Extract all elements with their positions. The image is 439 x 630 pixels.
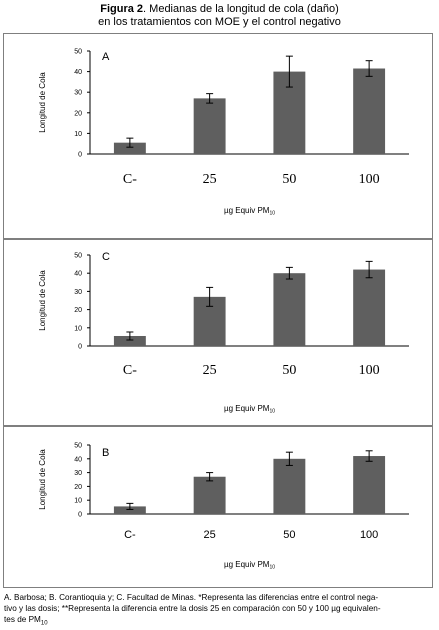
- figure-title-rest: . Medianas de la longitud de cola (daño): [143, 3, 339, 15]
- bar: [113, 506, 146, 514]
- caption-line-3: tes de PM10: [4, 614, 436, 630]
- x-axis-label: µg Equiv PM10: [224, 404, 275, 415]
- x-category-label: C-: [123, 363, 137, 378]
- x-category-label: 100: [359, 363, 380, 378]
- x-axis-label-text: µg Equiv PM: [224, 404, 270, 413]
- x-category-label: 25: [203, 172, 217, 187]
- bar: [353, 269, 386, 346]
- y-axis-label: Longitud de Cola: [38, 449, 47, 510]
- figure-title-bold: Figura 2: [100, 3, 144, 15]
- x-category-label: C-: [123, 172, 137, 187]
- y-tick-label: 50: [74, 253, 82, 260]
- y-tick-label: 20: [74, 307, 82, 314]
- chart-b-svg: 0 10 20 30 40 50 Longitud de Cola C- 25 50 100 Bµg …: [38, 443, 409, 571]
- x-category-label: 50: [283, 529, 295, 541]
- y-tick-label: 40: [74, 456, 82, 463]
- y-tick-label: 30: [74, 470, 82, 477]
- figure-caption: A. Barbosa; B. Corantioquia y; C. Facult…: [4, 592, 436, 630]
- y-tick-label: 10: [74, 131, 82, 138]
- x-axis-label-sub: 10: [269, 565, 275, 571]
- caption-line-3-text: tes de PM: [4, 615, 41, 624]
- y-tick-label: 10: [74, 498, 82, 505]
- figure-title-line2: en los tratamientos con MOE y el control…: [98, 16, 341, 28]
- y-tick-label: 10: [74, 325, 82, 332]
- caption-line-1: A. Barbosa; B. Corantioquia y; C. Facult…: [4, 593, 379, 602]
- y-tick-label: 0: [78, 344, 82, 351]
- y-tick-label: 40: [74, 271, 82, 278]
- y-axis-label: Longitud de Cola: [38, 270, 47, 331]
- y-tick-label: 20: [74, 110, 82, 117]
- figure-title: Figura 2. Medianas de la longitud de col…: [0, 3, 439, 29]
- y-tick-label: 30: [74, 90, 82, 97]
- x-axis-label-text: µg Equiv PM: [224, 206, 270, 215]
- x-category-label: 100: [359, 172, 380, 187]
- y-tick-label: 50: [74, 443, 82, 450]
- x-category-label: 100: [360, 529, 378, 541]
- caption-line-2: tivo y las dosis; **Representa la difere…: [4, 604, 381, 613]
- bar: [113, 335, 146, 346]
- panel-label: A: [102, 51, 110, 63]
- x-category-label: 50: [282, 172, 296, 187]
- x-axis-label-sub: 10: [269, 409, 275, 415]
- chart-c-svg: 0 10 20 30 40 50 Longitud de Cola C- 25 50 100 Cµg …: [38, 251, 409, 415]
- chart-a-svg: 0 10 20 30 40 50 Longitud de Cola C- 25 50 100 Aµg …: [38, 49, 409, 217]
- x-axis-label-sub: 10: [269, 211, 275, 217]
- bar: [193, 476, 226, 514]
- x-category-label: 25: [203, 363, 217, 378]
- x-axis-label-text: µg Equiv PM: [224, 560, 270, 569]
- caption-line-3-sub: 10: [40, 620, 48, 627]
- x-category-label: 50: [282, 363, 296, 378]
- y-tick-label: 30: [74, 289, 82, 296]
- x-axis-label: µg Equiv PM10: [224, 560, 275, 571]
- bar: [273, 273, 306, 346]
- panel-label: B: [102, 447, 109, 459]
- x-category-label: C-: [124, 529, 136, 541]
- bar: [113, 142, 146, 154]
- bar: [273, 458, 306, 514]
- y-tick-label: 0: [78, 152, 82, 159]
- panel-label: C: [102, 251, 110, 263]
- y-tick-label: 20: [74, 484, 82, 491]
- bar: [353, 68, 386, 154]
- bar: [353, 456, 386, 514]
- y-tick-label: 40: [74, 69, 82, 76]
- x-category-label: 25: [204, 529, 216, 541]
- y-tick-label: 0: [78, 512, 82, 519]
- x-axis-label: µg Equiv PM10: [224, 206, 275, 217]
- bar: [193, 98, 226, 154]
- y-axis-label: Longitud de Cola: [38, 72, 47, 133]
- y-tick-label: 50: [74, 49, 82, 56]
